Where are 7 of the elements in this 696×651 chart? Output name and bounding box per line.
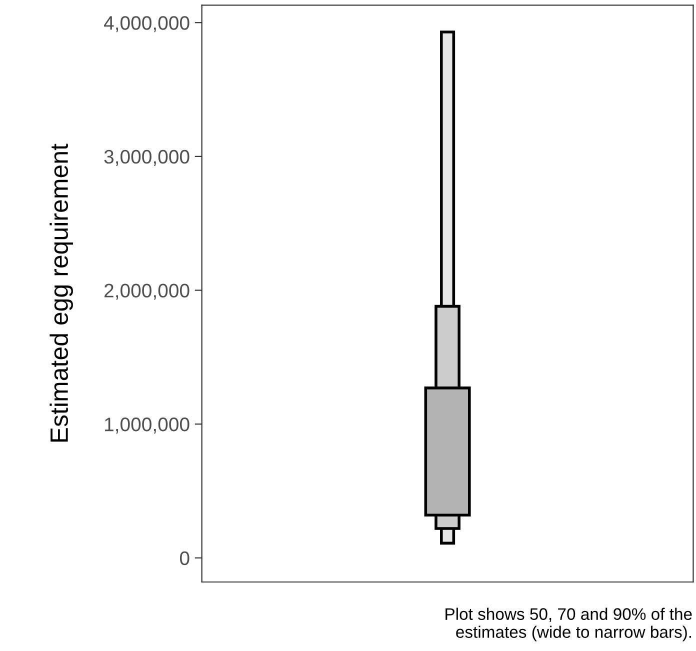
y-tick-label: 3,000,000 <box>104 150 190 166</box>
y-tick-label: 4,000,000 <box>104 16 190 32</box>
y-tick-label: 2,000,000 <box>104 284 190 300</box>
y-axis-title: Estimated egg requirement <box>50 144 73 442</box>
y-tick-label: 0 <box>180 551 190 566</box>
y-tick-label: 1,000,000 <box>105 418 190 434</box>
text: Plot shows 50, 70 and 90% of the estimates (wide to narrow bars). <box>446 608 692 642</box>
